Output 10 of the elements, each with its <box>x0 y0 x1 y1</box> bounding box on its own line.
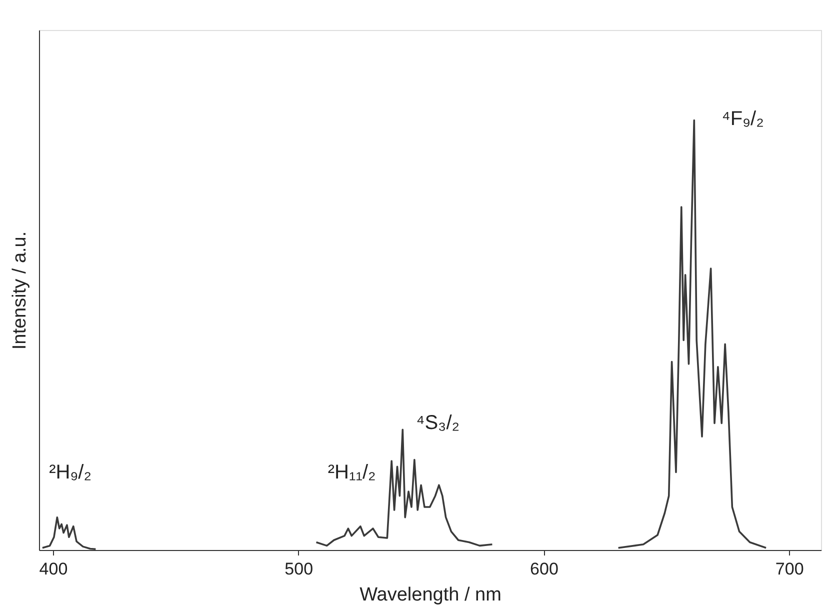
x-axis-title: Wavelength / nm <box>360 584 502 606</box>
annotation: ²H₉/₂ <box>49 461 92 484</box>
x-tick-label: 400 <box>39 560 68 578</box>
x-tick-label: 500 <box>284 560 314 578</box>
y-axis-title: Intensity / a.u. <box>10 231 30 350</box>
annotation: ⁴F₉/₂ <box>722 108 764 130</box>
annotation: ⁴S₃/₂ <box>416 412 460 434</box>
x-tick-label: 700 <box>775 560 804 578</box>
x-tick-label: 600 <box>530 560 558 578</box>
annotation: ²H₁₁/₂ <box>328 461 376 484</box>
